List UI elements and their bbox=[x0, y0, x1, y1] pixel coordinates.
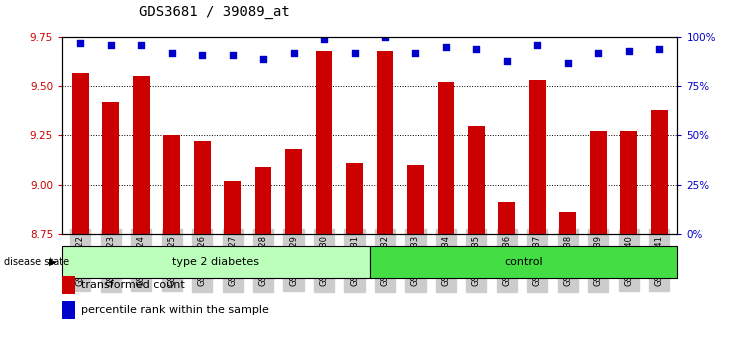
Text: type 2 diabetes: type 2 diabetes bbox=[172, 257, 259, 267]
Text: ▶: ▶ bbox=[50, 257, 57, 267]
Point bbox=[105, 42, 117, 48]
Point bbox=[318, 36, 330, 42]
Point bbox=[379, 34, 391, 40]
Bar bbox=[193, 141, 210, 234]
Point bbox=[653, 46, 665, 52]
Bar bbox=[407, 165, 424, 234]
Text: control: control bbox=[504, 257, 543, 267]
Point bbox=[136, 42, 147, 48]
Point bbox=[562, 60, 574, 65]
Text: percentile rank within the sample: percentile rank within the sample bbox=[81, 305, 269, 315]
Bar bbox=[499, 202, 515, 234]
Bar bbox=[255, 167, 272, 234]
Bar bbox=[370, 246, 677, 278]
Bar bbox=[346, 163, 363, 234]
Bar bbox=[315, 51, 332, 234]
Bar bbox=[620, 131, 637, 234]
Point bbox=[440, 44, 452, 50]
Text: GDS3681 / 39089_at: GDS3681 / 39089_at bbox=[139, 5, 290, 19]
Bar bbox=[72, 73, 89, 234]
Bar bbox=[529, 80, 546, 234]
Point bbox=[623, 48, 634, 54]
Text: transformed count: transformed count bbox=[81, 280, 185, 290]
Bar bbox=[650, 110, 667, 234]
Point bbox=[531, 42, 543, 48]
Bar bbox=[62, 246, 370, 278]
Bar bbox=[102, 102, 119, 234]
Bar bbox=[377, 51, 393, 234]
Point bbox=[410, 50, 421, 56]
Point bbox=[288, 50, 299, 56]
Point bbox=[166, 50, 177, 56]
Bar bbox=[224, 181, 241, 234]
Bar bbox=[590, 131, 607, 234]
Bar bbox=[468, 126, 485, 234]
Bar bbox=[164, 135, 180, 234]
Point bbox=[227, 52, 239, 58]
Point bbox=[349, 50, 361, 56]
Point bbox=[501, 58, 512, 64]
Bar bbox=[133, 76, 150, 234]
Point bbox=[257, 56, 269, 62]
Point bbox=[471, 46, 483, 52]
Point bbox=[74, 40, 86, 46]
Bar bbox=[285, 149, 302, 234]
Bar bbox=[437, 82, 454, 234]
Bar bbox=[559, 212, 576, 234]
Point bbox=[592, 50, 604, 56]
Point bbox=[196, 52, 208, 58]
Text: disease state: disease state bbox=[4, 257, 69, 267]
